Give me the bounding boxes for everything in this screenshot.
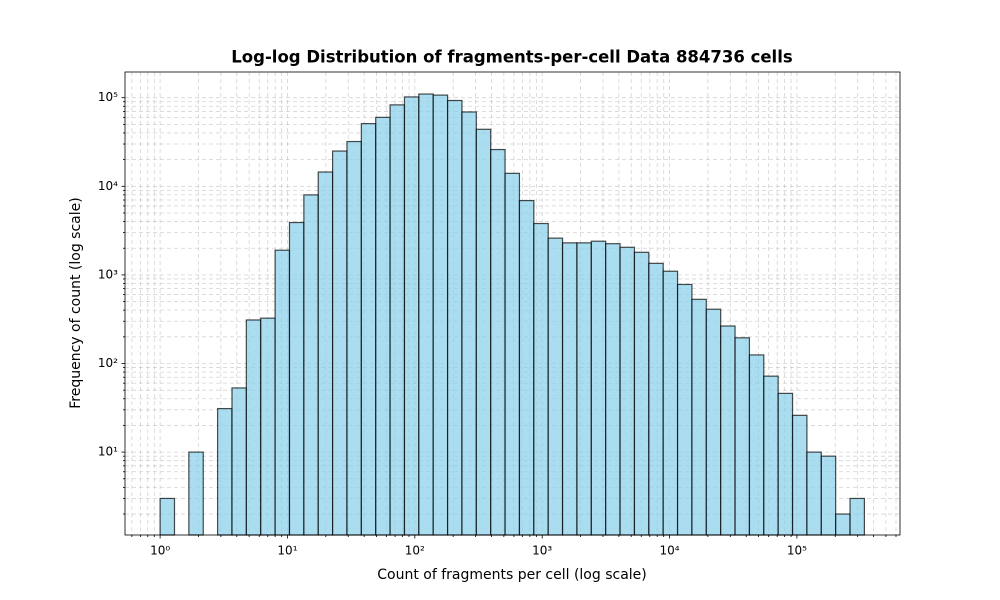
bar [561, 242, 578, 536]
x-tick-label: 10⁴ [659, 544, 679, 558]
bar [403, 96, 420, 536]
bar [705, 308, 722, 536]
bar [432, 94, 449, 536]
bar [662, 270, 679, 536]
bar [475, 128, 492, 536]
bar [418, 93, 434, 536]
bar [375, 116, 391, 536]
bar [576, 242, 592, 536]
bar [791, 414, 808, 536]
bar [188, 451, 204, 536]
y-tick-label: 10¹ [98, 445, 118, 459]
bar [648, 262, 664, 536]
bar [490, 148, 506, 536]
x-tick-label: 10⁰ [150, 544, 170, 558]
bar [691, 298, 707, 536]
bar [605, 243, 621, 536]
x-tick-label: 10⁵ [787, 544, 807, 558]
bar [518, 199, 535, 536]
y-tick-label: 10³ [98, 267, 118, 281]
plot-frame [124, 71, 901, 536]
bar [217, 407, 233, 536]
bar [720, 325, 736, 536]
y-tick-label: 10⁵ [98, 90, 118, 104]
bar [547, 237, 564, 536]
bar [317, 171, 334, 536]
bar [504, 172, 521, 536]
bar [619, 246, 636, 536]
x-tick-label: 10³ [532, 544, 552, 558]
bar [461, 111, 477, 536]
x-tick-label: 10¹ [277, 544, 297, 558]
bar [446, 99, 463, 536]
bar [274, 249, 291, 536]
bar [820, 455, 837, 536]
bar [231, 387, 247, 536]
bar [389, 104, 406, 536]
bar [260, 317, 276, 536]
bar [806, 451, 822, 536]
bar [288, 221, 305, 536]
bar [676, 283, 693, 536]
y-axis-label: Frequency of count (log scale) [68, 197, 84, 408]
bar [159, 497, 176, 536]
bar [245, 319, 262, 536]
bar [590, 240, 607, 536]
y-tick-label: 10² [98, 356, 118, 370]
bar [303, 194, 319, 536]
bar [331, 150, 348, 536]
bar [346, 140, 362, 536]
x-axis-label: Count of fragments per cell (log scale) [377, 567, 647, 583]
bar [734, 337, 751, 536]
x-tick-label: 10² [405, 544, 425, 558]
bar [777, 392, 794, 536]
bar [748, 354, 765, 536]
bar [360, 123, 377, 536]
bar [849, 497, 865, 536]
chart-title: Log-log Distribution of fragments-per-ce… [231, 48, 793, 67]
bar [633, 251, 650, 536]
bar [835, 513, 851, 536]
bar [763, 375, 779, 536]
y-tick-label: 10⁴ [98, 179, 118, 193]
bar [533, 222, 549, 536]
